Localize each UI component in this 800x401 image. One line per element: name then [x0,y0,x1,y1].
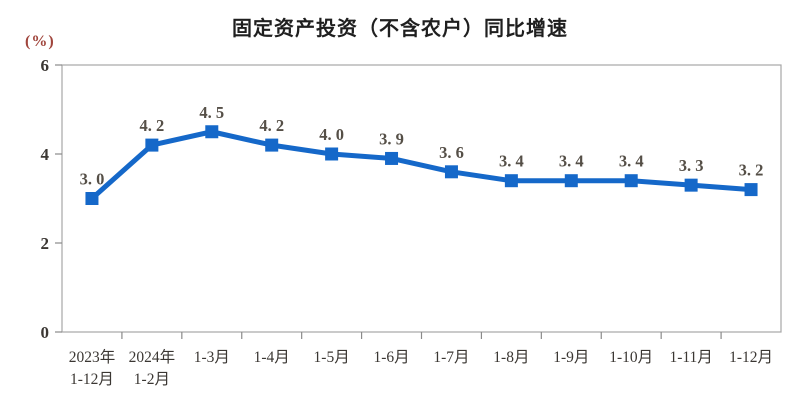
data-point-marker [205,125,219,139]
y-tick-label: 6 [41,56,50,75]
data-point-label: 3. 6 [439,143,464,162]
data-point-marker [564,174,578,188]
x-tick-label: 1-3月 [194,349,230,366]
data-point-marker [85,192,99,205]
data-point-label: 3. 2 [739,161,764,180]
data-line [89,129,754,201]
data-point-marker [385,151,399,165]
data-labels: 3. 0 4. 2 4. 5 4. 2 4. 0 3. 9 3. 6 3. 4 3. 4 3. 4… [80,103,764,189]
x-tick-label: 1-12月 [729,349,773,366]
x-tick-label: 1-8月 [493,349,529,366]
x-tick-label: 1-10月 [609,349,653,366]
data-point-marker [744,183,758,197]
x-tick-label: 1-12月 [70,371,114,388]
data-point-label: 4. 2 [140,116,165,135]
data-point-label: 3. 0 [80,170,105,189]
data-point-label: 3. 3 [679,156,704,175]
y-axis: 0 2 4 6 [41,56,62,342]
data-point-label: 3. 4 [619,152,644,171]
data-point-label: 4. 5 [199,103,224,122]
data-point-marker [684,178,698,192]
y-tick-label: 4 [41,145,50,164]
x-tick-label: 1-4月 [254,349,290,366]
x-tick-label: 2023年 [69,348,116,366]
data-point-label: 4. 2 [259,116,284,135]
data-point-label: 3. 4 [499,152,524,171]
x-tick-label: 1-5月 [314,349,350,366]
chart-title: 固定资产投资（不含农户）同比增速 [232,18,568,40]
y-axis-unit-label: (%) [25,33,55,50]
data-point-marker [444,165,458,179]
data-points [85,125,758,205]
x-tick-label: 1-9月 [553,349,589,366]
plot-border [61,64,782,333]
data-point-marker [265,138,279,152]
x-tick-label: 1-2月 [134,371,170,388]
x-axis-ticks [121,332,722,339]
y-tick-label: 0 [41,323,50,342]
data-point-marker [504,174,518,188]
x-tick-label: 1-7月 [433,349,469,366]
x-tick-label: 1-11月 [669,349,712,366]
x-tick-label: 2024年 [129,348,176,366]
x-axis-labels: 2023年 1-12月 2024年 1-2月 1-3月 1-4月 1-5月 1-6月 1-7月 1… [69,348,773,388]
y-tick-label: 2 [41,234,50,253]
data-point-label: 4. 0 [319,125,344,144]
data-point-marker [145,138,159,152]
data-point-marker [624,174,638,188]
data-point-label: 3. 4 [559,152,584,171]
data-point-label: 3. 9 [379,129,404,148]
x-tick-label: 1-6月 [373,349,409,366]
data-point-marker [325,147,339,161]
